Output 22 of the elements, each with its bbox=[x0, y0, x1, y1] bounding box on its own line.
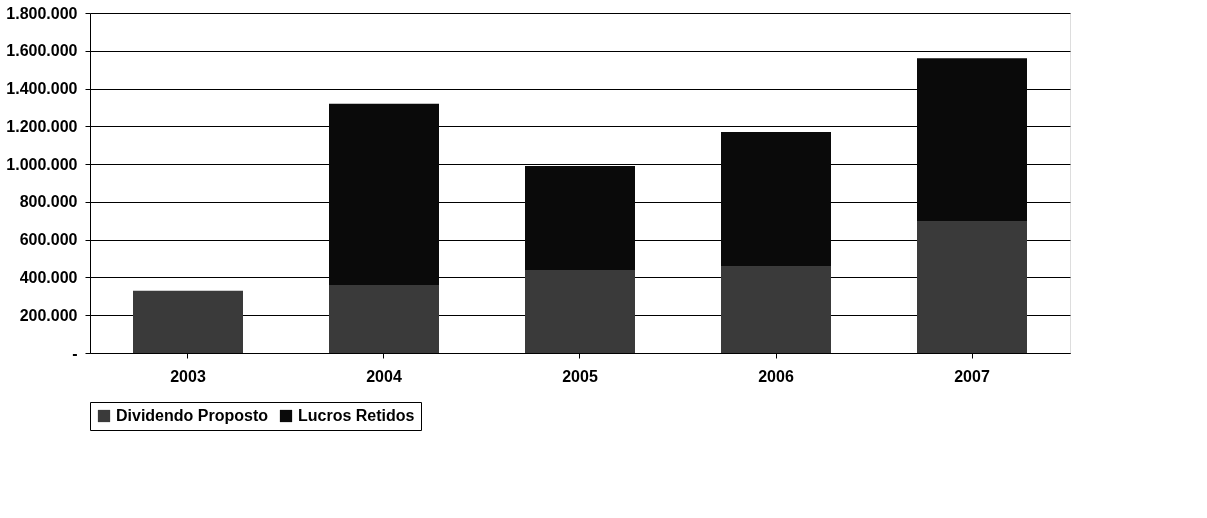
bar bbox=[525, 269, 635, 353]
x-tick-label: 2006 bbox=[758, 367, 794, 385]
x-tick-label: 2005 bbox=[562, 367, 598, 385]
legend-label: Dividendo Proposto bbox=[116, 407, 269, 424]
x-tick-label: 2007 bbox=[954, 367, 990, 385]
y-tick-label: - bbox=[72, 344, 78, 362]
x-tick-label: 2004 bbox=[366, 367, 402, 385]
y-tick-label: 800.000 bbox=[19, 193, 78, 211]
y-tick-label: 400.000 bbox=[19, 268, 78, 286]
y-tick-label: 600.000 bbox=[19, 231, 78, 249]
bar bbox=[721, 266, 831, 353]
bar bbox=[917, 221, 1027, 353]
y-tick-label: 1.200.000 bbox=[6, 117, 78, 135]
bar bbox=[329, 285, 439, 353]
x-tick-label: 2003 bbox=[170, 367, 206, 385]
y-tick-label: 1.800.000 bbox=[6, 4, 78, 22]
y-tick-label: 1.000.000 bbox=[6, 155, 78, 173]
bar bbox=[133, 290, 243, 353]
legend-label: Lucros Retidos bbox=[298, 407, 415, 424]
y-tick-label: 1.400.000 bbox=[6, 80, 78, 98]
y-tick-label: 200.000 bbox=[19, 306, 78, 324]
y-tick-label: 1.600.000 bbox=[6, 42, 78, 60]
